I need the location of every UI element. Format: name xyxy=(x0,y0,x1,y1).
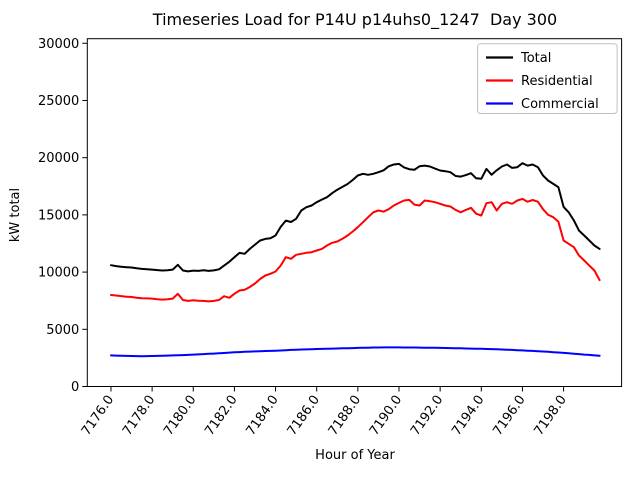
series-lines xyxy=(110,162,601,358)
x-tick-label: 7196.0 xyxy=(490,393,528,439)
x-tick-label: 7184.0 xyxy=(243,393,281,439)
x-tick-label: 7176.0 xyxy=(79,393,117,439)
x-tick-label: 7190.0 xyxy=(367,393,405,439)
series-line-total xyxy=(110,162,601,273)
y-tick-label: 30000 xyxy=(38,37,79,52)
x-tick-label: 7186.0 xyxy=(285,393,323,439)
y-tick-label: 10000 xyxy=(38,266,79,281)
legend-label-total: Total xyxy=(520,51,551,66)
y-tick-label: 0 xyxy=(71,380,79,395)
x-tick-label: 7178.0 xyxy=(120,393,158,439)
y-axis-ticks: 0 5000 10000 15000 20000 25000 30000 xyxy=(38,37,88,395)
x-tick-label: 7182.0 xyxy=(202,393,240,439)
x-tick-label: 7198.0 xyxy=(531,393,569,439)
legend-label-commercial: Commercial xyxy=(521,97,599,112)
legend: Total Residential Commercial xyxy=(477,43,618,115)
chart-title: Timeseries Load for P14U p14uhs0_1247 Da… xyxy=(152,10,557,30)
y-tick-label: 20000 xyxy=(38,151,79,166)
x-tick-label: 7180.0 xyxy=(161,393,199,439)
series-line-residential xyxy=(110,197,601,303)
x-tick-label: 7194.0 xyxy=(449,393,487,439)
y-tick-label: 25000 xyxy=(38,94,79,109)
y-tick-label: 15000 xyxy=(38,208,79,223)
x-tick-label: 7188.0 xyxy=(326,393,364,439)
x-tick-label: 7192.0 xyxy=(408,393,446,439)
series-line-commercial xyxy=(110,346,601,358)
legend-label-residential: Residential xyxy=(521,74,593,89)
plot-area-frame xyxy=(86,38,623,387)
y-axis-label: kW total xyxy=(8,188,23,242)
y-tick-label: 5000 xyxy=(46,323,79,338)
legend-box xyxy=(477,43,618,115)
x-axis-label: Hour of Year xyxy=(315,448,395,463)
x-axis-ticks: 7176.0 7178.0 7180.0 7182.0 7184.0 7186.0 7188… xyxy=(79,386,570,439)
